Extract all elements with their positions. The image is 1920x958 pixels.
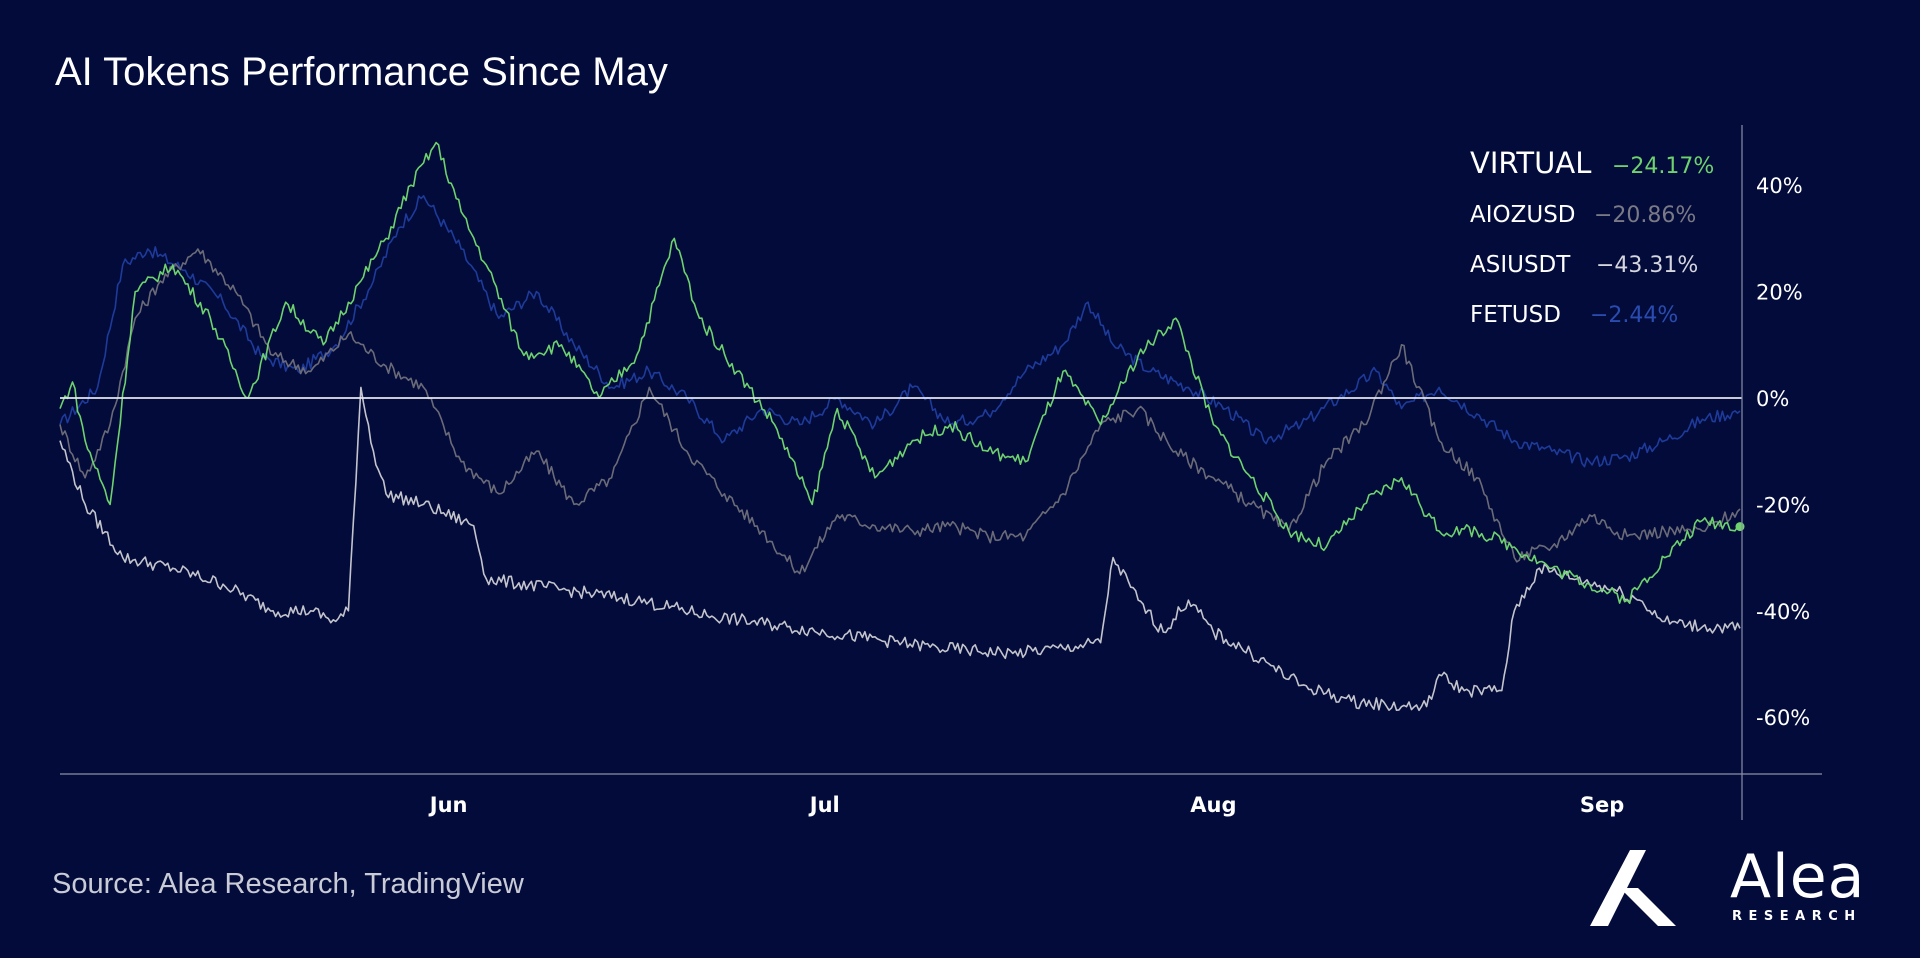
y-tick-label: -60%: [1756, 706, 1810, 730]
source-note: Source: Alea Research, TradingView: [52, 868, 524, 900]
legend-name-aiozusd: AIOZUSD: [1470, 202, 1576, 228]
legend-value-virtual: −24.17%: [1612, 154, 1714, 179]
logo-name: Alea: [1730, 842, 1866, 912]
legend-value-fetusd: −2.44%: [1590, 303, 1678, 328]
y-tick-label: 40%: [1756, 174, 1803, 198]
series-line-virtual: [59, 141, 1741, 604]
x-tick-label: Aug: [1190, 793, 1236, 817]
series-line-asiusdt: [59, 386, 1741, 712]
logo-subtitle: RESEARCH: [1732, 909, 1862, 924]
series-endpoint-virtual: [1735, 522, 1745, 532]
legend-value-aiozusd: −20.86%: [1594, 203, 1696, 228]
y-tick-label: 0%: [1756, 387, 1789, 411]
chart-title: AI Tokens Performance Since May: [55, 50, 668, 94]
series-line-aiozusd: [59, 248, 1741, 575]
alea-logo-icon: [1590, 850, 1676, 926]
legend-value-asiusdt: −43.31%: [1596, 253, 1698, 278]
x-tick-label: Jul: [808, 793, 840, 817]
legend-name-asiusdt: ASIUSDT: [1470, 252, 1571, 278]
y-tick-label: -20%: [1756, 493, 1810, 517]
legend-name-virtual: VIRTUAL: [1470, 146, 1591, 180]
y-tick-label: -40%: [1756, 600, 1810, 624]
alea-logo: Alea RESEARCH: [1590, 842, 1880, 928]
legend-name-fetusd: FETUSD: [1470, 302, 1561, 328]
x-tick-label: Sep: [1580, 793, 1624, 817]
x-tick-label: Jun: [428, 793, 468, 817]
y-tick-label: 20%: [1756, 281, 1803, 305]
